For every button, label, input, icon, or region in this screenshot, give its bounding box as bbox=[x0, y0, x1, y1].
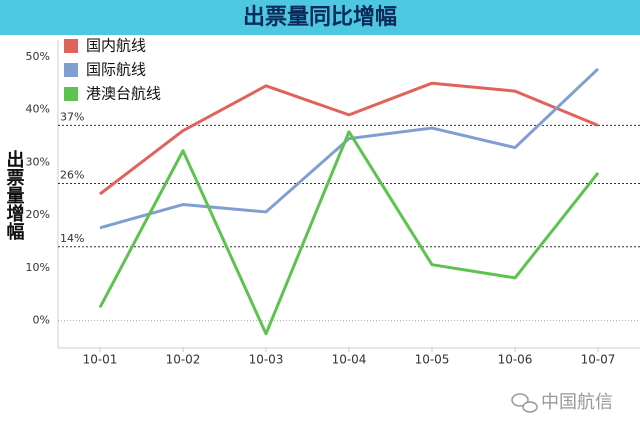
x-tick-label: 10-04 bbox=[332, 353, 367, 367]
legend-label: 国际航线 bbox=[86, 61, 146, 79]
x-tick-label: 10-06 bbox=[498, 353, 533, 367]
y-axis-label: 出票量增幅 bbox=[4, 149, 25, 241]
y-tick-label: 10% bbox=[26, 261, 50, 274]
legend-label: 国内航线 bbox=[86, 37, 146, 55]
chart-title: 出票量同比增幅 bbox=[243, 4, 397, 30]
x-tick-label: 10-02 bbox=[166, 353, 201, 367]
y-tick-label: 0% bbox=[33, 314, 50, 327]
legend-label: 港澳台航线 bbox=[86, 85, 161, 103]
reference-label: 37% bbox=[60, 110, 84, 123]
x-tick-label: 10-05 bbox=[415, 353, 450, 367]
legend-swatch bbox=[64, 63, 78, 77]
header-bar bbox=[0, 0, 640, 35]
series-line bbox=[99, 67, 600, 230]
x-tick-label: 10-01 bbox=[83, 353, 118, 367]
watermark: 中国航信 bbox=[541, 392, 613, 413]
x-tick-label: 10-03 bbox=[249, 353, 284, 367]
series-line bbox=[98, 130, 600, 336]
watermark-icon bbox=[511, 393, 538, 413]
legend-swatch bbox=[64, 87, 78, 101]
reference-label: 26% bbox=[60, 168, 84, 181]
legend-swatch bbox=[64, 39, 78, 53]
y-tick-label: 20% bbox=[26, 208, 50, 221]
reference-label: 14% bbox=[60, 232, 84, 245]
y-tick-label: 50% bbox=[26, 50, 50, 63]
y-tick-label: 40% bbox=[26, 103, 50, 116]
y-tick-label: 30% bbox=[26, 155, 50, 168]
series-line bbox=[99, 81, 599, 196]
x-tick-label: 10-07 bbox=[581, 353, 616, 367]
